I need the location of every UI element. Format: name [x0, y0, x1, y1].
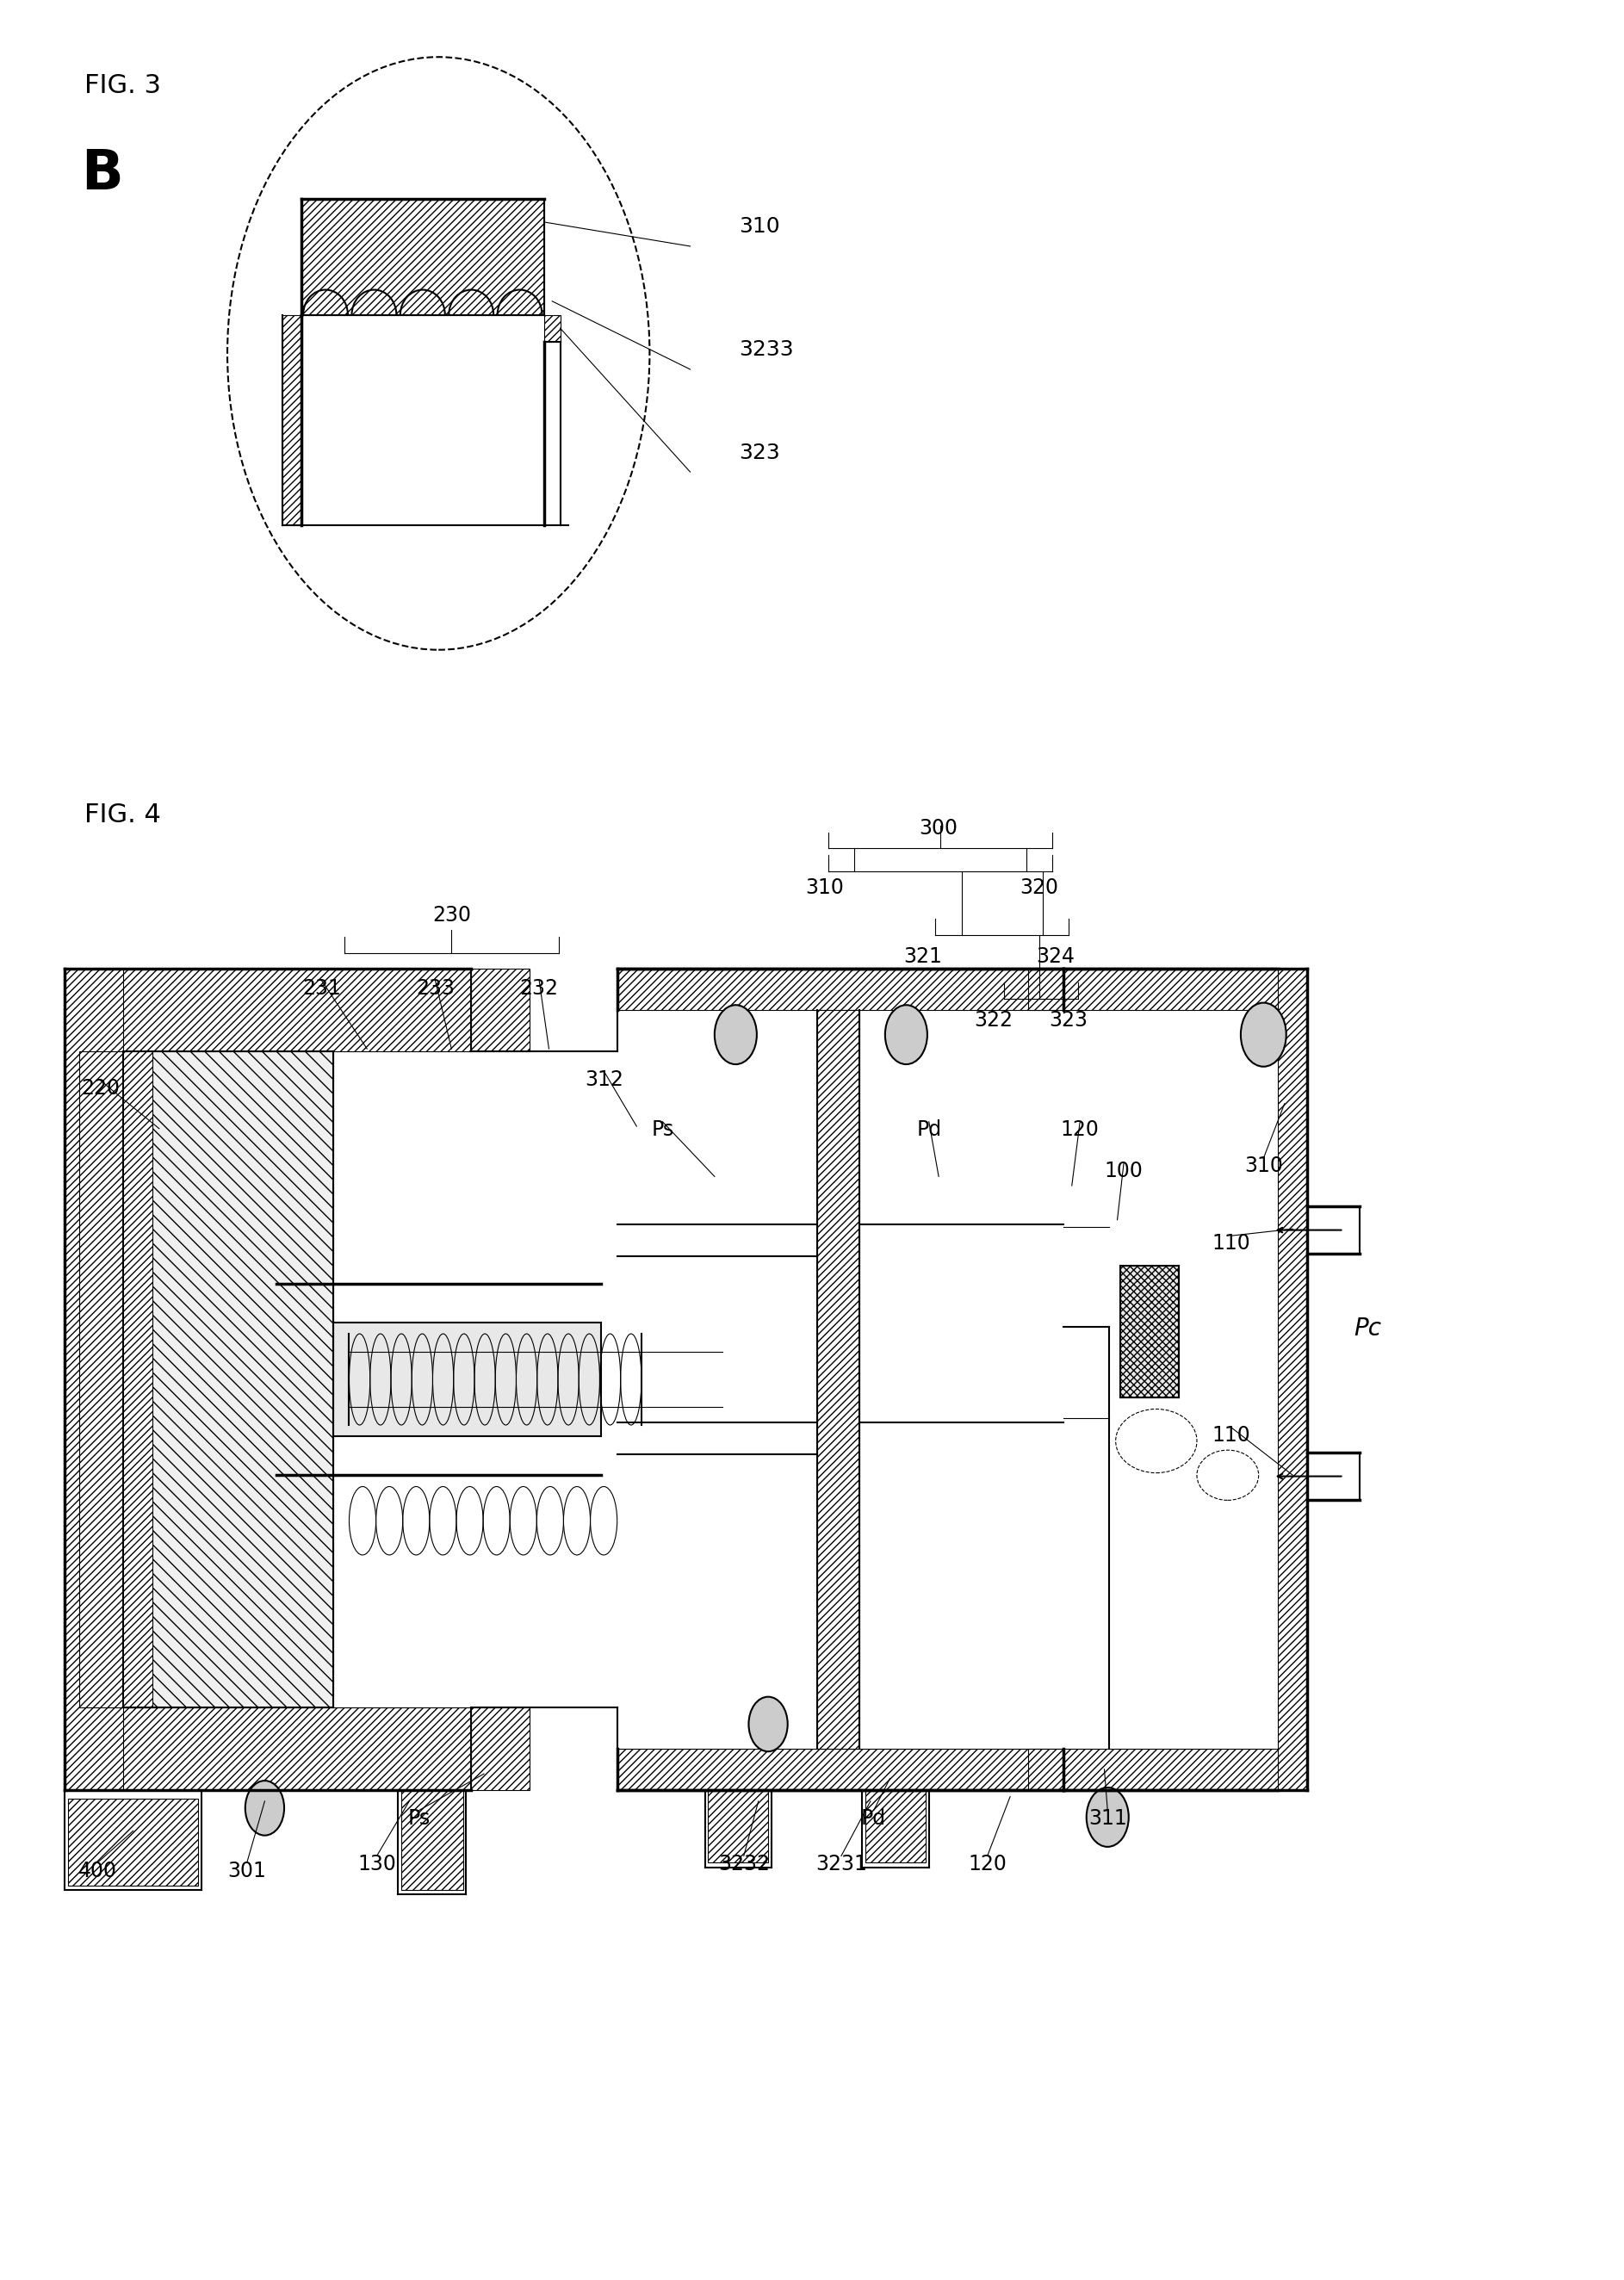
Circle shape	[885, 1005, 927, 1065]
Text: Ps: Ps	[651, 1119, 674, 1140]
Bar	[708, 1790, 768, 1863]
Text: Pc: Pc	[1354, 1316, 1380, 1341]
Bar	[617, 1749, 1064, 1790]
Text: 400: 400	[78, 1860, 117, 1881]
Text: 311: 311	[1088, 1808, 1127, 1829]
Text: 310: 310	[806, 878, 844, 898]
Bar	[1064, 1749, 1307, 1790]
Text: 312: 312	[585, 1069, 624, 1090]
Text: 3231: 3231	[815, 1854, 867, 1874]
Text: 323: 323	[739, 442, 780, 463]
Bar	[471, 969, 529, 1051]
Text: 323: 323	[1049, 1010, 1088, 1031]
Bar	[1121, 1265, 1179, 1398]
Text: Pd: Pd	[916, 1119, 942, 1140]
Text: 301: 301	[227, 1860, 266, 1881]
Bar	[1028, 1749, 1064, 1790]
Text: 320: 320	[1020, 878, 1059, 898]
Text: 3233: 3233	[739, 340, 794, 360]
Text: 120: 120	[968, 1854, 1007, 1874]
Text: B: B	[81, 148, 123, 201]
Bar	[401, 1790, 463, 1890]
Text: 231: 231	[302, 978, 341, 999]
Circle shape	[1086, 1788, 1129, 1847]
Bar	[283, 315, 302, 524]
Text: 310: 310	[739, 217, 780, 237]
Text: 321: 321	[903, 946, 942, 967]
Text: 300: 300	[919, 819, 958, 839]
Text: FIG. 4: FIG. 4	[84, 803, 161, 828]
Text: Pd: Pd	[861, 1808, 887, 1829]
Text: 232: 232	[520, 978, 559, 999]
Text: 120: 120	[1060, 1119, 1099, 1140]
Text: 322: 322	[974, 1010, 1013, 1031]
Circle shape	[245, 1781, 284, 1835]
Bar	[333, 1322, 601, 1436]
Bar	[471, 1708, 529, 1790]
Bar	[866, 1790, 926, 1863]
Text: 110: 110	[1212, 1233, 1250, 1254]
Bar	[544, 315, 560, 342]
Text: 230: 230	[432, 905, 471, 926]
Bar	[68, 1799, 198, 1886]
Bar	[617, 969, 1064, 1010]
Text: 130: 130	[357, 1854, 396, 1874]
Text: 233: 233	[416, 978, 455, 999]
Circle shape	[715, 1005, 757, 1065]
Bar	[123, 1051, 333, 1708]
Bar	[80, 1051, 153, 1708]
Circle shape	[749, 1696, 788, 1751]
Bar	[65, 1708, 471, 1790]
Bar	[817, 1010, 859, 1749]
Text: FIG. 3: FIG. 3	[84, 73, 161, 98]
Text: Ps: Ps	[408, 1808, 430, 1829]
Text: 310: 310	[1244, 1156, 1283, 1176]
Bar	[302, 198, 544, 315]
Text: 110: 110	[1212, 1425, 1250, 1446]
Text: 220: 220	[81, 1078, 120, 1099]
Bar	[65, 969, 471, 1051]
Bar	[1028, 969, 1064, 1010]
Bar	[65, 969, 123, 1790]
Text: 100: 100	[1104, 1161, 1143, 1181]
Bar	[1278, 969, 1307, 1790]
Circle shape	[1241, 1003, 1286, 1067]
Text: 3232: 3232	[718, 1854, 770, 1874]
Bar	[1064, 969, 1307, 1010]
Text: 324: 324	[1036, 946, 1075, 967]
